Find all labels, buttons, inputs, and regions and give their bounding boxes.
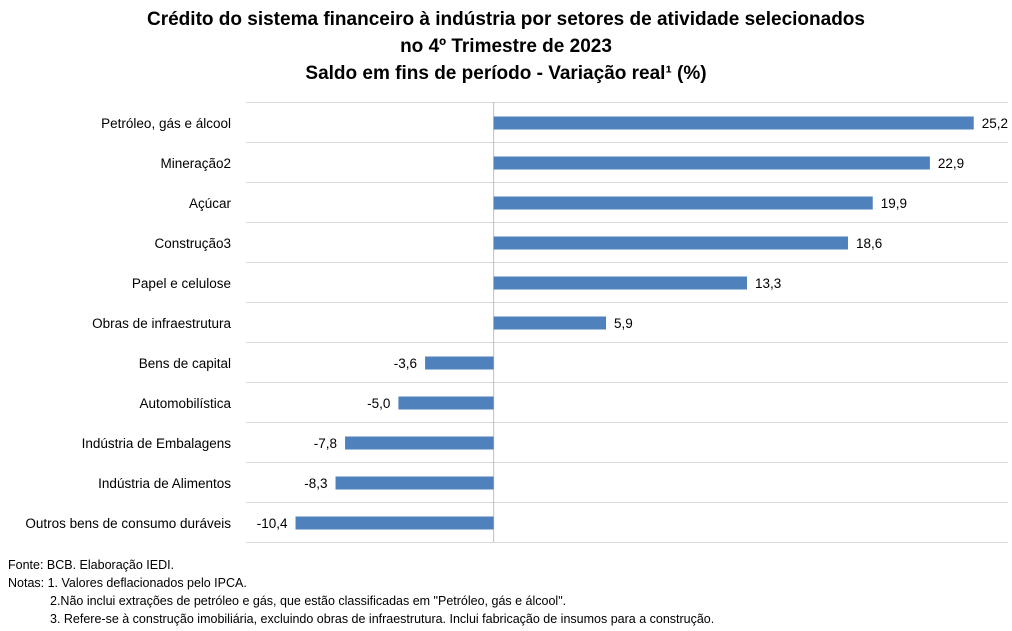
chart-notes: Fonte: BCB. Elaboração IEDI. Notas: 1. V… (8, 556, 714, 628)
value-label: 18,6 (856, 236, 882, 251)
value-label: -10,4 (257, 516, 288, 531)
category-label: Açúcar (189, 196, 232, 211)
category-label: Petróleo, gás e álcool (101, 116, 231, 131)
bar (295, 516, 494, 530)
value-label: -8,3 (304, 476, 327, 491)
category-label: Indústria de Embalagens (82, 436, 232, 451)
category-label: Obras de infraestrutura (92, 316, 231, 331)
category-label: Indústria de Alimentos (98, 476, 231, 491)
chart-subtitle: Saldo em fins de período - Variação real… (305, 63, 707, 84)
note-3: 3. Refere-se à construção imobiliária, e… (50, 612, 715, 626)
value-label: 5,9 (614, 316, 633, 331)
bar (493, 316, 607, 330)
category-label: Automobilística (139, 396, 231, 411)
bar (425, 356, 494, 370)
category-label: Bens de capital (139, 356, 231, 371)
chart-title: Crédito do sistema financeiro à indústri… (147, 9, 865, 30)
value-label: 13,3 (755, 276, 781, 291)
bar (493, 276, 748, 290)
category-label: Outros bens de consumo duráveis (25, 516, 231, 531)
value-label: -3,6 (394, 356, 417, 371)
value-label: -7,8 (314, 436, 337, 451)
category-label: Construção3 (154, 236, 231, 251)
bar (345, 436, 494, 450)
category-label: Papel e celulose (132, 276, 231, 291)
bar (335, 476, 494, 490)
bar (493, 196, 873, 210)
chart-titles: Crédito do sistema financeiro à indústri… (0, 6, 1012, 87)
note-2: 2.Não inclui extrações de petróleo e gás… (50, 594, 567, 608)
chart-title-line2: no 4º Trimestre de 2023 (400, 36, 612, 57)
bar (493, 156, 930, 170)
category-label: Mineração2 (160, 156, 231, 171)
bar (493, 116, 974, 130)
bar (398, 396, 494, 410)
value-label: 22,9 (938, 156, 964, 171)
note-1: Notas: 1. Valores deflacionados pelo IPC… (8, 576, 247, 590)
bar (493, 236, 848, 250)
value-label: 19,9 (881, 196, 907, 211)
source-note: Fonte: BCB. Elaboração IEDI. (8, 558, 175, 572)
value-label: 25,2 (982, 116, 1008, 131)
value-label: -5,0 (367, 396, 390, 411)
